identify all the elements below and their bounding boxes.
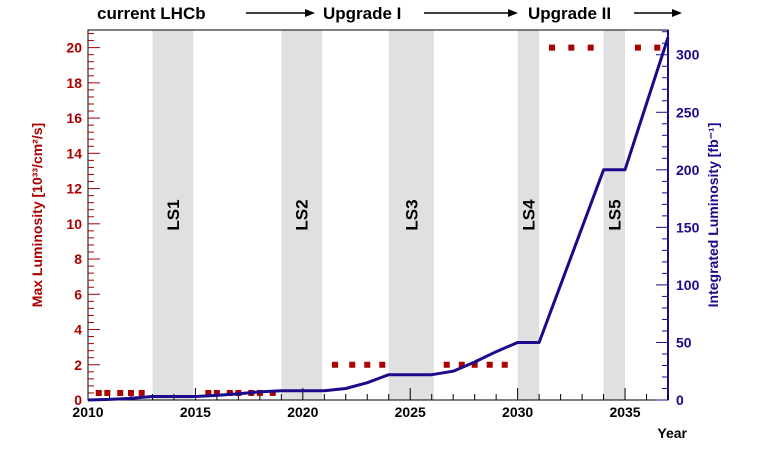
left-y-axis: 0 2 4 6 8 10 12 14 16 18 20 xyxy=(66,33,100,408)
phase-arrowhead-3 xyxy=(672,9,682,17)
left-tick-label: 10 xyxy=(66,216,82,232)
phase-upgrade2-label: Upgrade II xyxy=(528,4,611,23)
x-tick-label: 2010 xyxy=(72,404,103,420)
right-tick-label: 300 xyxy=(676,47,700,63)
max-luminosity-point-18 xyxy=(471,361,478,368)
left-tick-label: 4 xyxy=(74,322,82,338)
max-luminosity-point-15 xyxy=(379,361,386,368)
max-luminosity-point-25 xyxy=(654,44,661,51)
max-luminosity-point-21 xyxy=(549,44,555,51)
shutdown-band-ls5 xyxy=(603,30,626,400)
shutdown-label-ls5: LS5 xyxy=(605,199,624,230)
left-tick-label: 20 xyxy=(66,40,82,56)
x-tick-label: 2025 xyxy=(395,404,426,420)
right-tick-label: 250 xyxy=(676,104,700,120)
max-luminosity-point-14 xyxy=(364,361,371,368)
max-luminosity-point-0 xyxy=(95,389,102,396)
left-tick-label: 14 xyxy=(66,145,82,161)
phase-arrowhead-2 xyxy=(508,9,518,17)
x-axis-title: Year xyxy=(657,425,687,441)
x-axis: 2010 2015 2020 2025 2030 2035 xyxy=(72,388,669,420)
shutdown-label-ls1: LS1 xyxy=(164,199,183,230)
right-tick-label: 200 xyxy=(676,162,700,178)
y-left-axis-title: Max Luminosity [10³³/cm²/s] xyxy=(29,123,45,307)
left-tick-label: 12 xyxy=(66,181,82,197)
max-luminosity-point-12 xyxy=(332,361,339,368)
left-tick-label: 16 xyxy=(66,110,82,126)
x-tick-label: 2015 xyxy=(180,404,211,420)
shutdown-band-ls3 xyxy=(388,30,434,400)
left-tick-label: 0 xyxy=(74,392,82,408)
phase-upgrade1-label: Upgrade I xyxy=(323,4,401,23)
shutdown-band-ls4 xyxy=(517,30,540,400)
shutdown-band-ls2 xyxy=(281,30,323,400)
max-luminosity-point-23 xyxy=(587,44,594,51)
max-luminosity-point-11 xyxy=(269,389,276,396)
max-luminosity-point-13 xyxy=(349,361,356,368)
shutdown-band-ls1 xyxy=(152,30,194,400)
right-tick-label: 150 xyxy=(676,219,700,235)
left-tick-label: 2 xyxy=(74,357,82,373)
phase-arrowhead-1 xyxy=(305,9,315,17)
left-tick-label: 8 xyxy=(74,251,82,267)
y-right-axis-title: Integrated Luminosity [fb⁻¹] xyxy=(705,123,721,308)
left-tick-label: 18 xyxy=(66,75,82,91)
left-tick-label: 6 xyxy=(74,286,82,302)
phase-header: current LHCb Upgrade I Upgrade II xyxy=(97,4,682,23)
max-luminosity-point-17 xyxy=(458,361,465,368)
x-tick-label: 2030 xyxy=(502,404,533,420)
phase-current-label: current LHCb xyxy=(97,4,206,23)
max-luminosity-point-6 xyxy=(213,389,220,396)
x-tick-label: 2035 xyxy=(609,404,640,420)
right-tick-label: 50 xyxy=(676,334,692,350)
right-tick-label: 100 xyxy=(676,277,700,293)
right-tick-label: 0 xyxy=(676,392,684,408)
max-luminosity-point-22 xyxy=(568,44,575,51)
max-luminosity-point-3 xyxy=(127,389,134,396)
x-tick-label: 2020 xyxy=(287,404,318,420)
max-luminosity-point-1 xyxy=(104,389,111,396)
max-luminosity-point-20 xyxy=(501,361,508,368)
max-luminosity-point-24 xyxy=(634,44,641,51)
shutdown-label-ls3: LS3 xyxy=(402,199,421,230)
integrated-luminosity-line xyxy=(87,37,670,402)
max-luminosity-point-5 xyxy=(205,389,212,396)
right-y-axis: 0 50 100 150 200 250 300 xyxy=(656,30,700,408)
max-luminosity-point-4 xyxy=(138,389,145,396)
shutdown-bands: LS1 LS2 LS3 LS4 LS5 xyxy=(152,30,626,400)
shutdown-label-ls4: LS4 xyxy=(519,199,538,231)
max-luminosity-point-16 xyxy=(443,361,450,368)
shutdown-label-ls2: LS2 xyxy=(293,199,312,230)
max-luminosity-point-2 xyxy=(117,389,124,396)
series xyxy=(87,37,670,402)
max-luminosity-point-19 xyxy=(486,361,493,368)
